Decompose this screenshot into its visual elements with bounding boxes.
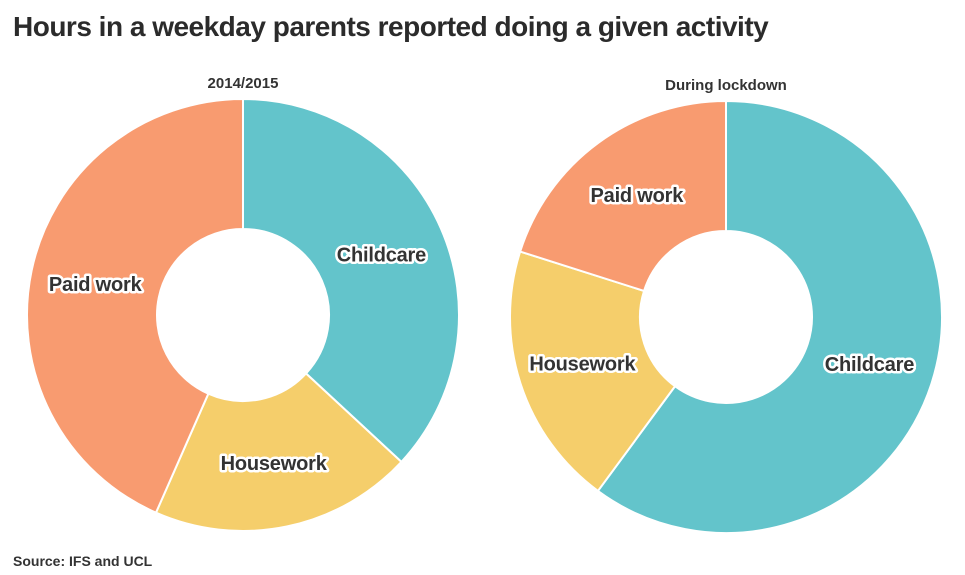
- pie-slice-paid-work: [26, 98, 244, 514]
- pie-slice-housework: [154, 372, 403, 532]
- slice-label-housework: Housework: [221, 453, 328, 475]
- source-note: Source: IFS and UCL: [13, 553, 153, 569]
- donut-figure-lockdown: During lockdown Childcare Housework Paid w…: [506, 77, 946, 537]
- donut-subtitle-lockdown: During lockdown: [665, 77, 787, 94]
- pie-slice-childcare: [596, 100, 943, 534]
- donut-chart-lockdown: Childcare Housework Paid work: [509, 100, 943, 534]
- pie-slice-childcare: [242, 98, 460, 463]
- slice-label-paid-work: Paid work: [49, 274, 143, 296]
- donut-subtitle-2014-2015: 2014/2015: [207, 75, 279, 92]
- slice-label-childcare: Childcare: [337, 245, 426, 267]
- slice-label-housework: Housework: [529, 354, 636, 376]
- pie-slice-housework: [509, 250, 677, 492]
- donut-chart-2014-2015: Childcare Housework Paid work: [26, 98, 460, 532]
- slice-label-childcare: Childcare: [825, 354, 914, 376]
- pie-slice-paid-work: [519, 100, 727, 292]
- slice-label-paid-work: Paid work: [591, 185, 685, 207]
- chart-title: Hours in a weekday parents reported doin…: [13, 11, 769, 42]
- donut-figure-2014-2015: 2014/2015 Childcare Housework Paid work: [23, 75, 463, 535]
